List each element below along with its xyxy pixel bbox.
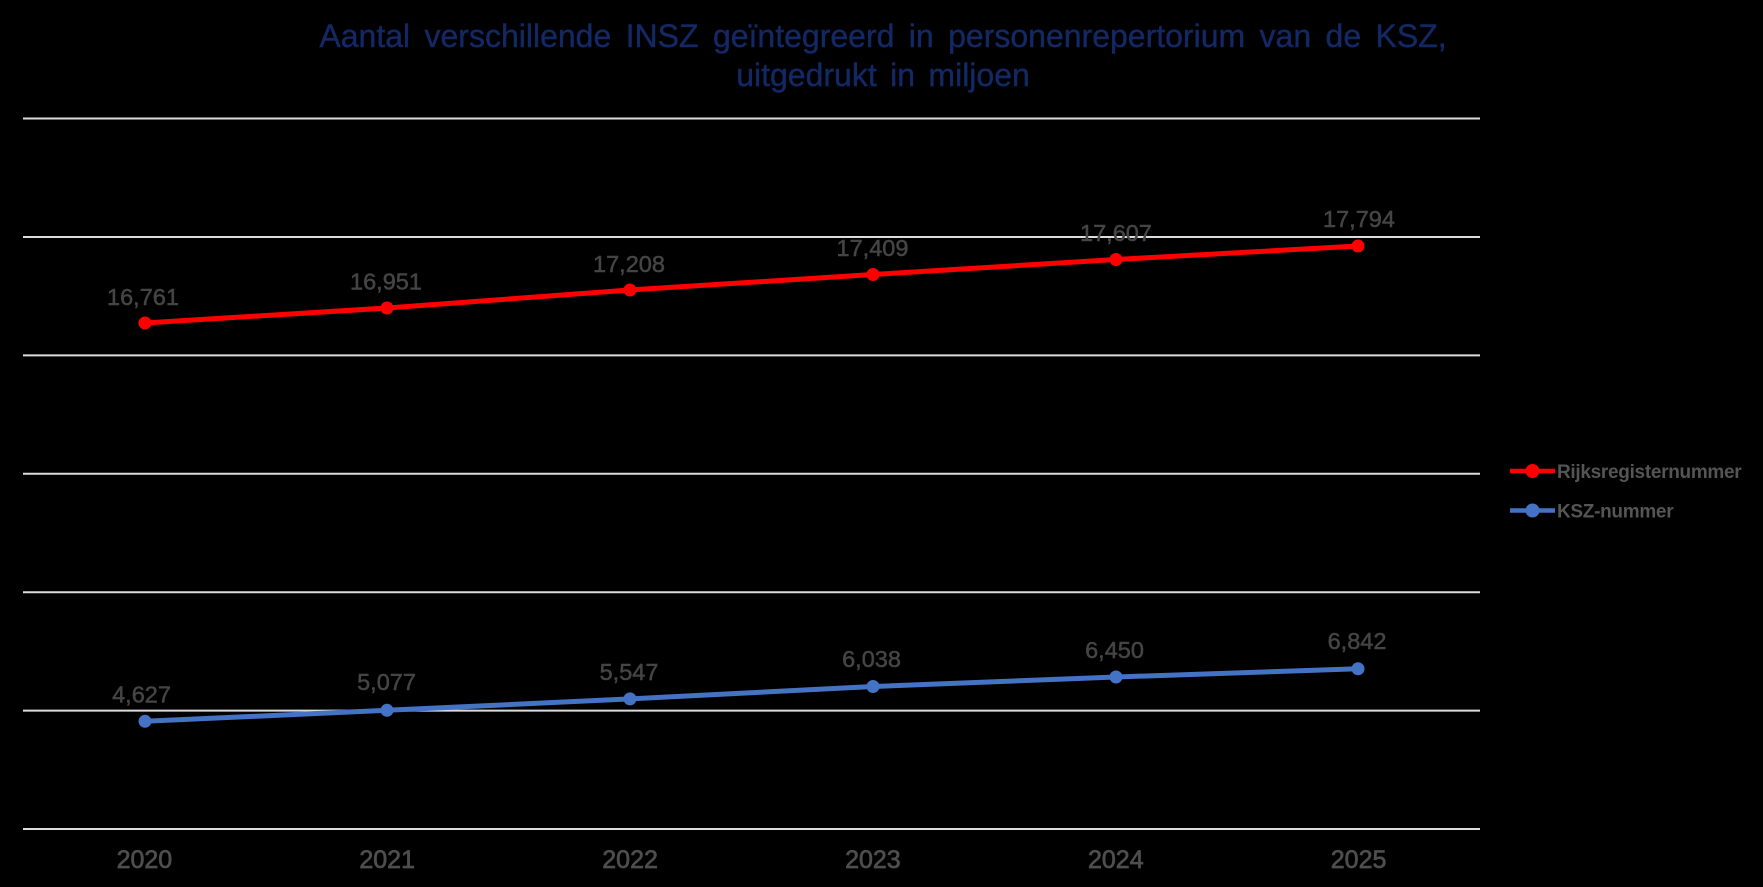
- svg-text:16,951: 16,951: [350, 269, 422, 295]
- svg-text:5,547: 5,547: [600, 659, 659, 685]
- svg-text:2021: 2021: [359, 846, 415, 874]
- svg-text:6,842: 6,842: [1328, 628, 1387, 654]
- svg-text:17,409: 17,409: [837, 235, 909, 261]
- svg-text:17,208: 17,208: [593, 251, 665, 277]
- svg-text:6,038: 6,038: [842, 646, 901, 672]
- svg-text:2025: 2025: [1331, 846, 1387, 874]
- svg-text:KSZ-nummer: KSZ-nummer: [1557, 502, 1674, 523]
- svg-text:17,794: 17,794: [1323, 206, 1395, 232]
- svg-text:Aantal verschillende INSZ geïn: Aantal verschillende INSZ geïntegreerd i…: [319, 18, 1446, 54]
- svg-text:4,627: 4,627: [112, 682, 171, 708]
- svg-text:2022: 2022: [602, 846, 658, 874]
- svg-text:2024: 2024: [1088, 846, 1144, 874]
- svg-text:16,761: 16,761: [107, 284, 179, 310]
- svg-text:17,607: 17,607: [1080, 220, 1152, 246]
- svg-text:6,450: 6,450: [1085, 637, 1144, 663]
- svg-text:2023: 2023: [845, 846, 901, 874]
- svg-text:uitgedrukt in miljoen: uitgedrukt in miljoen: [736, 57, 1030, 93]
- svg-text:Rijksregisternummer: Rijksregisternummer: [1557, 462, 1742, 483]
- svg-text:5,077: 5,077: [357, 669, 416, 695]
- svg-text:2020: 2020: [117, 846, 173, 874]
